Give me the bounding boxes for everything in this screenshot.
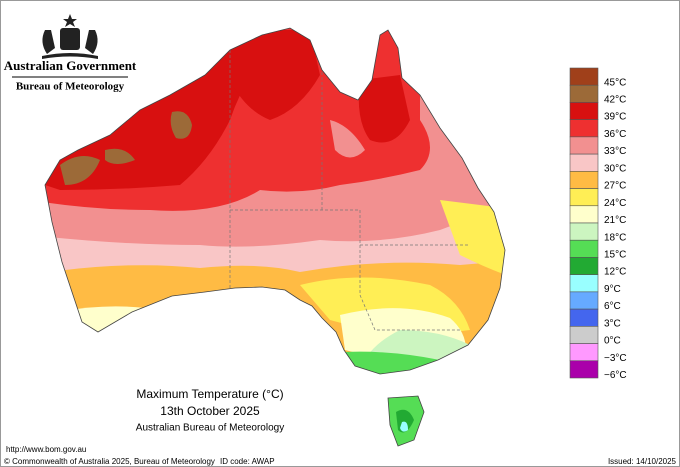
footer-id-code: ID code: AWAP — [220, 457, 275, 466]
legend-swatch — [569, 84, 599, 103]
legend-swatch — [569, 291, 599, 310]
coat-of-arms — [42, 14, 98, 59]
legend-swatch — [569, 326, 599, 344]
header-subtitle: Bureau of Meteorology — [16, 81, 125, 93]
legend-swatch — [569, 136, 599, 155]
caption-title: Maximum Temperature (°C) — [136, 387, 283, 401]
legend-swatch — [569, 205, 599, 224]
legend-label: −3°C — [604, 353, 627, 364]
legend-label: 12°C — [604, 267, 626, 278]
footer-url: http://www.bom.gov.au — [6, 445, 86, 454]
legend-swatch — [569, 102, 599, 120]
header-title: Australian Government — [4, 58, 137, 73]
legend: 45°C 42°C 39°C 36°C 33°C 30°C 27°C 24°C 21°C 18°C… — [569, 67, 627, 381]
legend-label: 3°C — [604, 318, 621, 329]
legend-swatch — [569, 119, 599, 138]
legend-label: 33°C — [604, 146, 626, 157]
legend-swatch — [569, 257, 599, 275]
state-borders — [229, 45, 470, 331]
caption-date: 13th October 2025 — [160, 404, 260, 418]
legend-label: 27°C — [604, 181, 626, 192]
coastline — [44, 27, 506, 447]
legend-label: 39°C — [604, 112, 626, 123]
legend-label: 36°C — [604, 129, 626, 140]
legend-label: 30°C — [604, 163, 626, 174]
legend-label: 15°C — [604, 250, 626, 261]
legend-swatch — [569, 360, 599, 379]
legend-swatch — [569, 153, 599, 172]
legend-label: 45°C — [604, 77, 626, 88]
footer-copyright: © Commonwealth of Australia 2025, Bureau… — [4, 457, 215, 466]
legend-swatch — [569, 239, 599, 258]
legend-swatch — [569, 274, 599, 293]
legend-label: 9°C — [604, 284, 621, 295]
legend-label: −6°C — [604, 370, 627, 381]
legend-label: 24°C — [604, 198, 626, 209]
legend-swatch — [569, 188, 599, 207]
legend-swatch — [569, 222, 599, 241]
legend-label: 21°C — [604, 215, 626, 226]
legend-label: 42°C — [604, 95, 626, 106]
legend-swatch — [569, 171, 599, 189]
caption-source: Australian Bureau of Meteorology — [136, 423, 284, 434]
legend-label: 6°C — [604, 301, 621, 312]
legend-label: 18°C — [604, 232, 626, 243]
legend-swatch — [569, 343, 599, 362]
legend-label: 0°C — [604, 336, 621, 347]
legend-swatch — [569, 67, 599, 86]
footer-issued: Issued: 14/10/2025 — [608, 457, 677, 466]
legend-swatch — [569, 308, 599, 327]
